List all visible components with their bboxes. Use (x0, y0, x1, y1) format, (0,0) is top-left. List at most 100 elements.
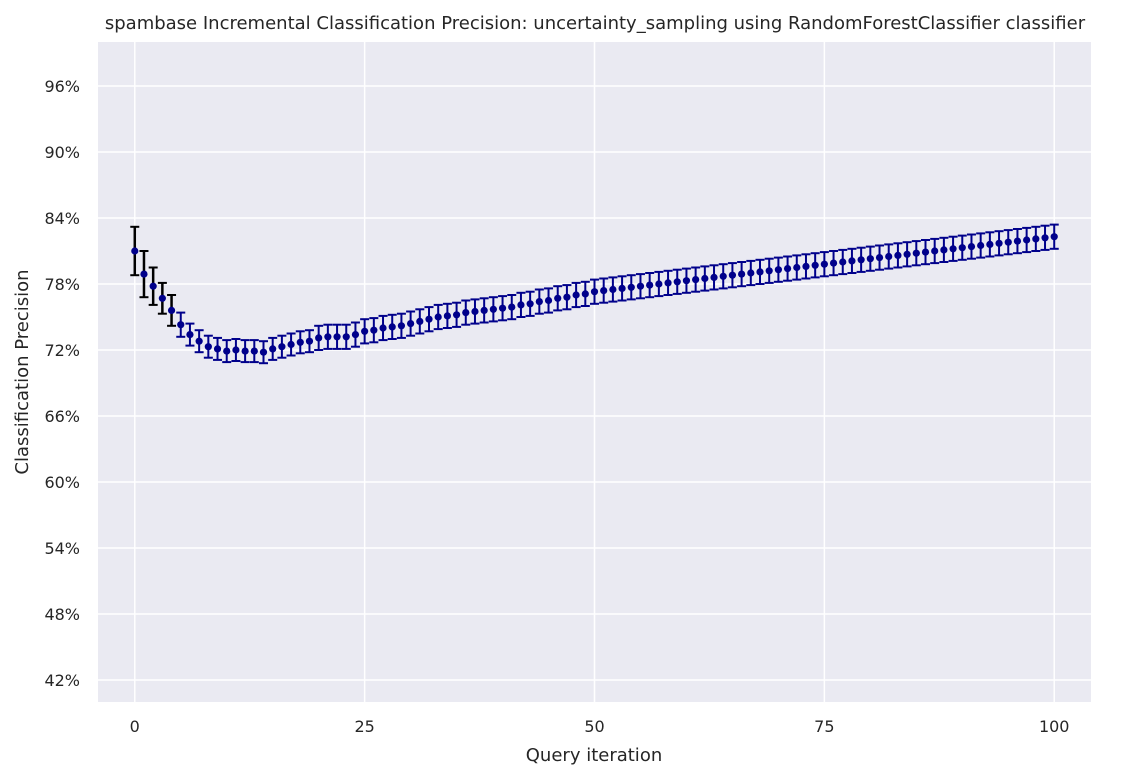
data-point (379, 324, 387, 332)
data-point (489, 305, 497, 313)
data-point (1013, 237, 1022, 245)
y-tick-label: 90% (44, 143, 80, 162)
x-tick-labels: 0 25 50 75 100 (130, 717, 1070, 736)
data-point (1004, 238, 1012, 246)
data-point (848, 257, 856, 265)
data-point (738, 270, 746, 278)
data-point (544, 296, 553, 305)
data-point (765, 267, 773, 275)
data-point (986, 240, 994, 248)
y-axis-label: Classification Precision (12, 269, 33, 474)
data-point (894, 251, 902, 259)
data-point (324, 333, 332, 341)
data-point (167, 306, 176, 314)
data-point (361, 327, 369, 335)
data-point (692, 276, 700, 284)
data-point (618, 284, 626, 292)
data-point (259, 348, 268, 356)
data-point (673, 278, 681, 286)
data-point (875, 254, 884, 262)
data-point (995, 239, 1003, 247)
data-point (1050, 233, 1058, 241)
data-point (140, 270, 148, 278)
y-tick-label: 60% (44, 473, 80, 492)
data-point (177, 321, 185, 329)
data-points (131, 233, 1058, 356)
data-point (397, 322, 406, 330)
data-point (600, 287, 608, 295)
data-point (223, 347, 231, 355)
y-tick-label: 78% (44, 275, 80, 294)
data-point (627, 283, 635, 291)
data-point (554, 294, 562, 302)
data-point (517, 301, 525, 309)
data-point (1023, 236, 1031, 244)
data-point (811, 261, 819, 269)
data-point (213, 345, 222, 353)
data-point (333, 333, 341, 341)
data-point (480, 306, 488, 314)
x-tick-label: 75 (814, 717, 834, 736)
data-point (590, 288, 599, 296)
data-point (351, 331, 360, 339)
data-point (609, 285, 617, 294)
data-point (728, 271, 737, 279)
data-point (655, 280, 663, 288)
data-point (581, 290, 589, 298)
data-point (903, 250, 911, 258)
data-point (1032, 235, 1040, 243)
data-point (829, 259, 838, 267)
data-point (710, 273, 718, 281)
data-point (931, 247, 939, 255)
data-point (885, 252, 893, 261)
data-point (462, 309, 470, 317)
data-point (342, 333, 350, 341)
data-point (508, 303, 516, 311)
data-point (452, 311, 461, 319)
data-point (443, 312, 451, 320)
data-point (921, 248, 930, 256)
data-point (646, 281, 654, 289)
data-point (912, 249, 920, 257)
x-tick-label: 0 (130, 717, 140, 736)
data-point (407, 320, 415, 328)
data-point (747, 269, 755, 277)
y-tick-label: 84% (44, 209, 80, 228)
data-point (774, 266, 782, 274)
data-point (535, 298, 543, 306)
data-point (305, 337, 314, 345)
data-point (388, 323, 396, 331)
data-point (287, 340, 295, 349)
data-point (701, 274, 709, 283)
data-point (802, 262, 810, 270)
data-point (839, 258, 847, 266)
y-tick-label: 72% (44, 341, 80, 360)
data-point (250, 347, 258, 355)
data-point (232, 346, 240, 354)
data-point (563, 293, 571, 301)
data-point (434, 313, 442, 321)
x-tick-label: 50 (584, 717, 604, 736)
data-point (131, 247, 139, 255)
data-point (186, 331, 194, 339)
data-point (370, 326, 378, 334)
data-point (241, 347, 249, 355)
chart-title: spambase Incremental Classification Prec… (105, 13, 1086, 34)
data-point (866, 255, 874, 263)
data-point (195, 337, 203, 345)
data-point (820, 260, 828, 268)
y-tick-label: 42% (44, 671, 80, 690)
data-point (471, 307, 479, 316)
x-tick-label: 100 (1039, 717, 1070, 736)
data-point (793, 263, 801, 272)
data-point (949, 245, 957, 253)
data-point (425, 315, 433, 323)
x-axis-label: Query iteration (526, 745, 662, 766)
data-point (967, 243, 976, 251)
data-point (940, 246, 948, 254)
data-point (526, 300, 534, 308)
data-point (958, 244, 966, 252)
data-point (1041, 234, 1049, 242)
y-gridlines (98, 85, 1091, 681)
